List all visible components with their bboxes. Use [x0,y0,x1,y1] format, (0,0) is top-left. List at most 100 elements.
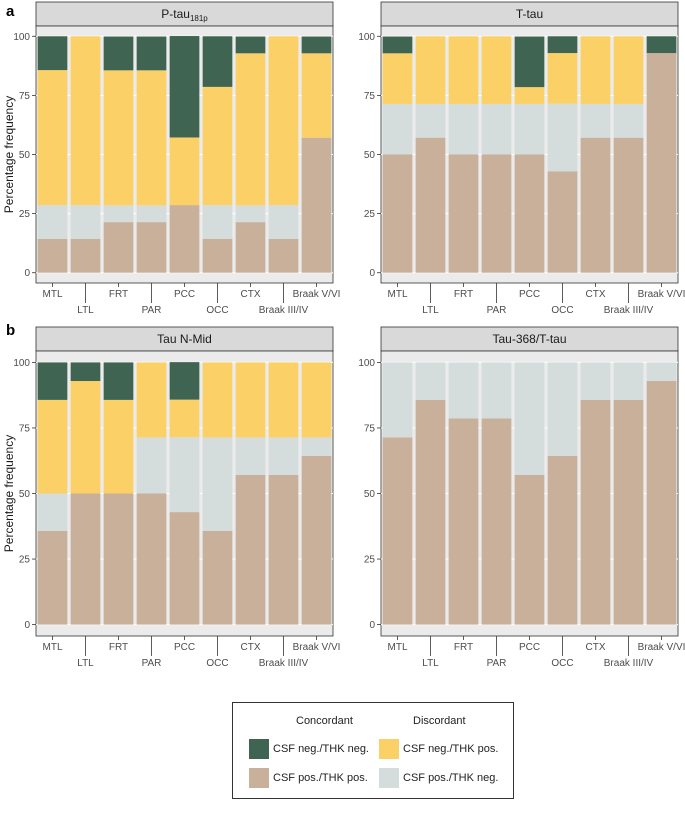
bar-csf-pos-thk-pos [136,493,167,625]
bar-csf-neg-thk-pos [169,399,200,438]
bar-csf-neg-thk-neg [301,36,332,54]
x-tick-label: PCC [174,642,195,653]
bar-csf-pos-thk-pos [448,154,479,273]
bar-csf-pos-thk-neg [70,205,101,239]
bar-csf-pos-thk-pos [301,137,332,273]
bar-csf-neg-thk-neg [382,36,413,54]
bar-csf-neg-thk-neg [103,36,134,71]
y-tick-label: 0 [24,620,30,631]
bar-csf-pos-thk-pos [382,154,413,273]
panel-strip [35,1,334,27]
bar-csf-pos-thk-neg [301,437,332,457]
x-tick-label: FRT [454,289,473,300]
panel-title-text: P-tau [161,7,190,21]
bar-csf-pos-thk-neg [235,437,266,475]
bar-csf-neg-thk-neg [235,36,266,54]
legend-swatch-csf-neg-thk-pos [379,739,399,759]
x-tick-label: OCC [206,305,228,316]
panel-letter: a [6,3,15,20]
bar-csf-pos-thk-pos [646,381,677,625]
legend-item-csf-pos-thk-neg: CSF pos./THK neg. [379,768,498,788]
bar-csf-pos-thk-pos [37,238,68,273]
x-tick-label: CTX [586,642,606,653]
y-tick-label: 25 [19,209,31,220]
y-tick-label: 0 [369,620,375,631]
x-tick-label: Braak V/VI [638,289,685,300]
bar-csf-neg-thk-pos [37,70,68,206]
y-tick-label: 75 [19,423,31,434]
bar-csf-neg-thk-pos [70,381,101,494]
legend-prefix: CSF [403,743,425,755]
x-tick-label: PAR [487,305,507,316]
panel-strip [35,326,334,352]
bar-csf-pos-thk-pos [37,530,68,625]
legend-label-csf-neg-thk-pos: CSF neg./THK pos. [403,743,498,755]
bar-csf-pos-thk-neg [613,362,644,400]
bar-csf-neg-thk-pos [37,399,68,494]
bar-csf-pos-thk-pos [613,137,644,273]
panel-letter: b [6,322,15,339]
bar-csf-pos-thk-pos [580,399,611,625]
y-tick-label: 75 [19,91,31,102]
bar-csf-pos-thk-neg [481,103,512,155]
chart-panel-2: T-tau 0 25 50 75 100 MTL LTL FRT PAR PCC OCC CTX Braa… [358,1,685,316]
legend-item-csf-neg-thk-neg: CSF neg./THK neg. [249,739,369,759]
y-tick-label: 25 [19,555,31,566]
x-tick-label: FRT [454,642,473,653]
bar-csf-pos-thk-neg [415,362,446,400]
bar-csf-neg-thk-pos [136,70,167,206]
legend-item-csf-pos-thk-pos: CSF pos./THK pos. [249,768,368,788]
bar-csf-neg-thk-neg [547,36,578,54]
legend-swatch-csf-pos-thk-pos [249,768,269,788]
bar-csf-pos-thk-neg [268,205,299,239]
bar-csf-neg-thk-pos [235,53,266,206]
bar-csf-neg-thk-pos [202,362,233,438]
bar-csf-pos-thk-pos [613,399,644,625]
bar-csf-pos-thk-pos [169,205,200,273]
x-tick-label: MTL [388,642,408,653]
bar-csf-neg-thk-pos [580,36,611,104]
bar-csf-neg-thk-pos [613,36,644,104]
legend-label-csf-pos-thk-neg: CSF pos./THK neg. [403,772,498,784]
y-tick-label: 75 [364,423,376,434]
bar-csf-pos-thk-pos [481,154,512,273]
x-tick-label: LTL [422,658,439,669]
bar-csf-pos-thk-neg [547,103,578,172]
bar-csf-pos-thk-pos [301,456,332,625]
x-tick-label: MTL [388,289,408,300]
y-tick-label: 50 [19,489,31,500]
bar-csf-pos-thk-pos [235,222,266,273]
bar-csf-neg-thk-pos [382,53,413,104]
bar-csf-pos-thk-pos [580,137,611,273]
bar-csf-pos-thk-pos [235,474,266,625]
bar-csf-neg-thk-neg [646,36,677,54]
bar-csf-neg-thk-pos [268,36,299,206]
bar-csf-pos-thk-neg [235,205,266,223]
bar-csf-pos-thk-neg [382,103,413,155]
bar-csf-neg-thk-pos [103,399,134,494]
chart-panel-1: P-tau181p 0 25 50 75 100 MTL LTL FRT PAR PCC OCC CTX… [2,1,340,316]
bar-csf-pos-thk-neg [169,437,200,513]
bar-csf-pos-thk-pos [103,493,134,625]
bar-csf-pos-thk-neg [136,205,167,223]
bar-csf-neg-thk-pos [103,70,134,206]
x-tick-label: CTX [241,289,261,300]
x-tick-label: PAR [142,658,162,669]
bar-csf-pos-thk-pos [514,154,545,273]
x-tick-label: PCC [519,289,540,300]
y-tick-label: 100 [358,32,375,43]
bar-csf-pos-thk-neg [136,437,167,494]
bar-csf-pos-thk-pos [70,238,101,273]
bar-csf-neg-thk-neg [37,36,68,71]
x-tick-label: PAR [487,658,507,669]
y-tick-label: 0 [369,268,375,279]
x-tick-label: OCC [551,305,573,316]
x-tick-label: MTL [43,642,63,653]
bar-csf-pos-thk-neg [514,103,545,155]
bar-csf-pos-thk-neg [448,103,479,155]
bar-csf-pos-thk-neg [613,103,644,138]
y-tick-label: 100 [13,32,30,43]
y-tick-label: 50 [364,489,376,500]
bar-csf-pos-thk-neg [382,362,413,438]
